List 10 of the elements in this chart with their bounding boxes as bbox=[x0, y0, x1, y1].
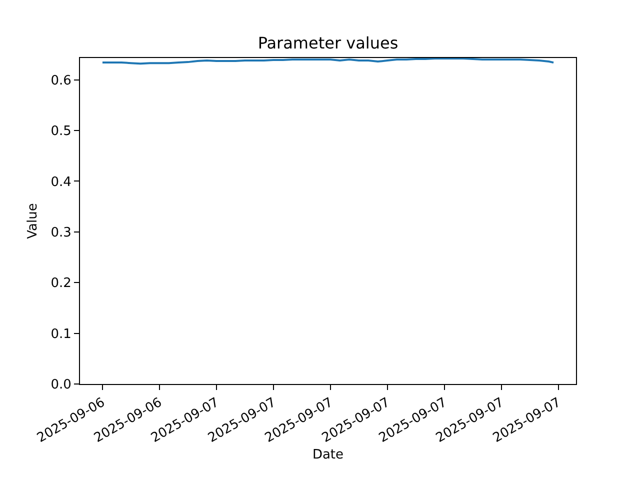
y-tick-label: 0.2 bbox=[50, 276, 72, 292]
y-tick-label: 0.4 bbox=[50, 174, 72, 190]
y-tick-label: 0.0 bbox=[50, 378, 72, 393]
chart-title: Parameter values bbox=[258, 34, 398, 53]
x-axis-title: Date bbox=[312, 448, 344, 463]
y-tick-label: 0.3 bbox=[50, 225, 72, 240]
y-axis-title: Value bbox=[26, 203, 41, 239]
y-tick-label: 0.1 bbox=[50, 326, 72, 342]
y-tick-label: 0.6 bbox=[50, 73, 72, 88]
y-tick-label: 0.5 bbox=[50, 124, 72, 140]
